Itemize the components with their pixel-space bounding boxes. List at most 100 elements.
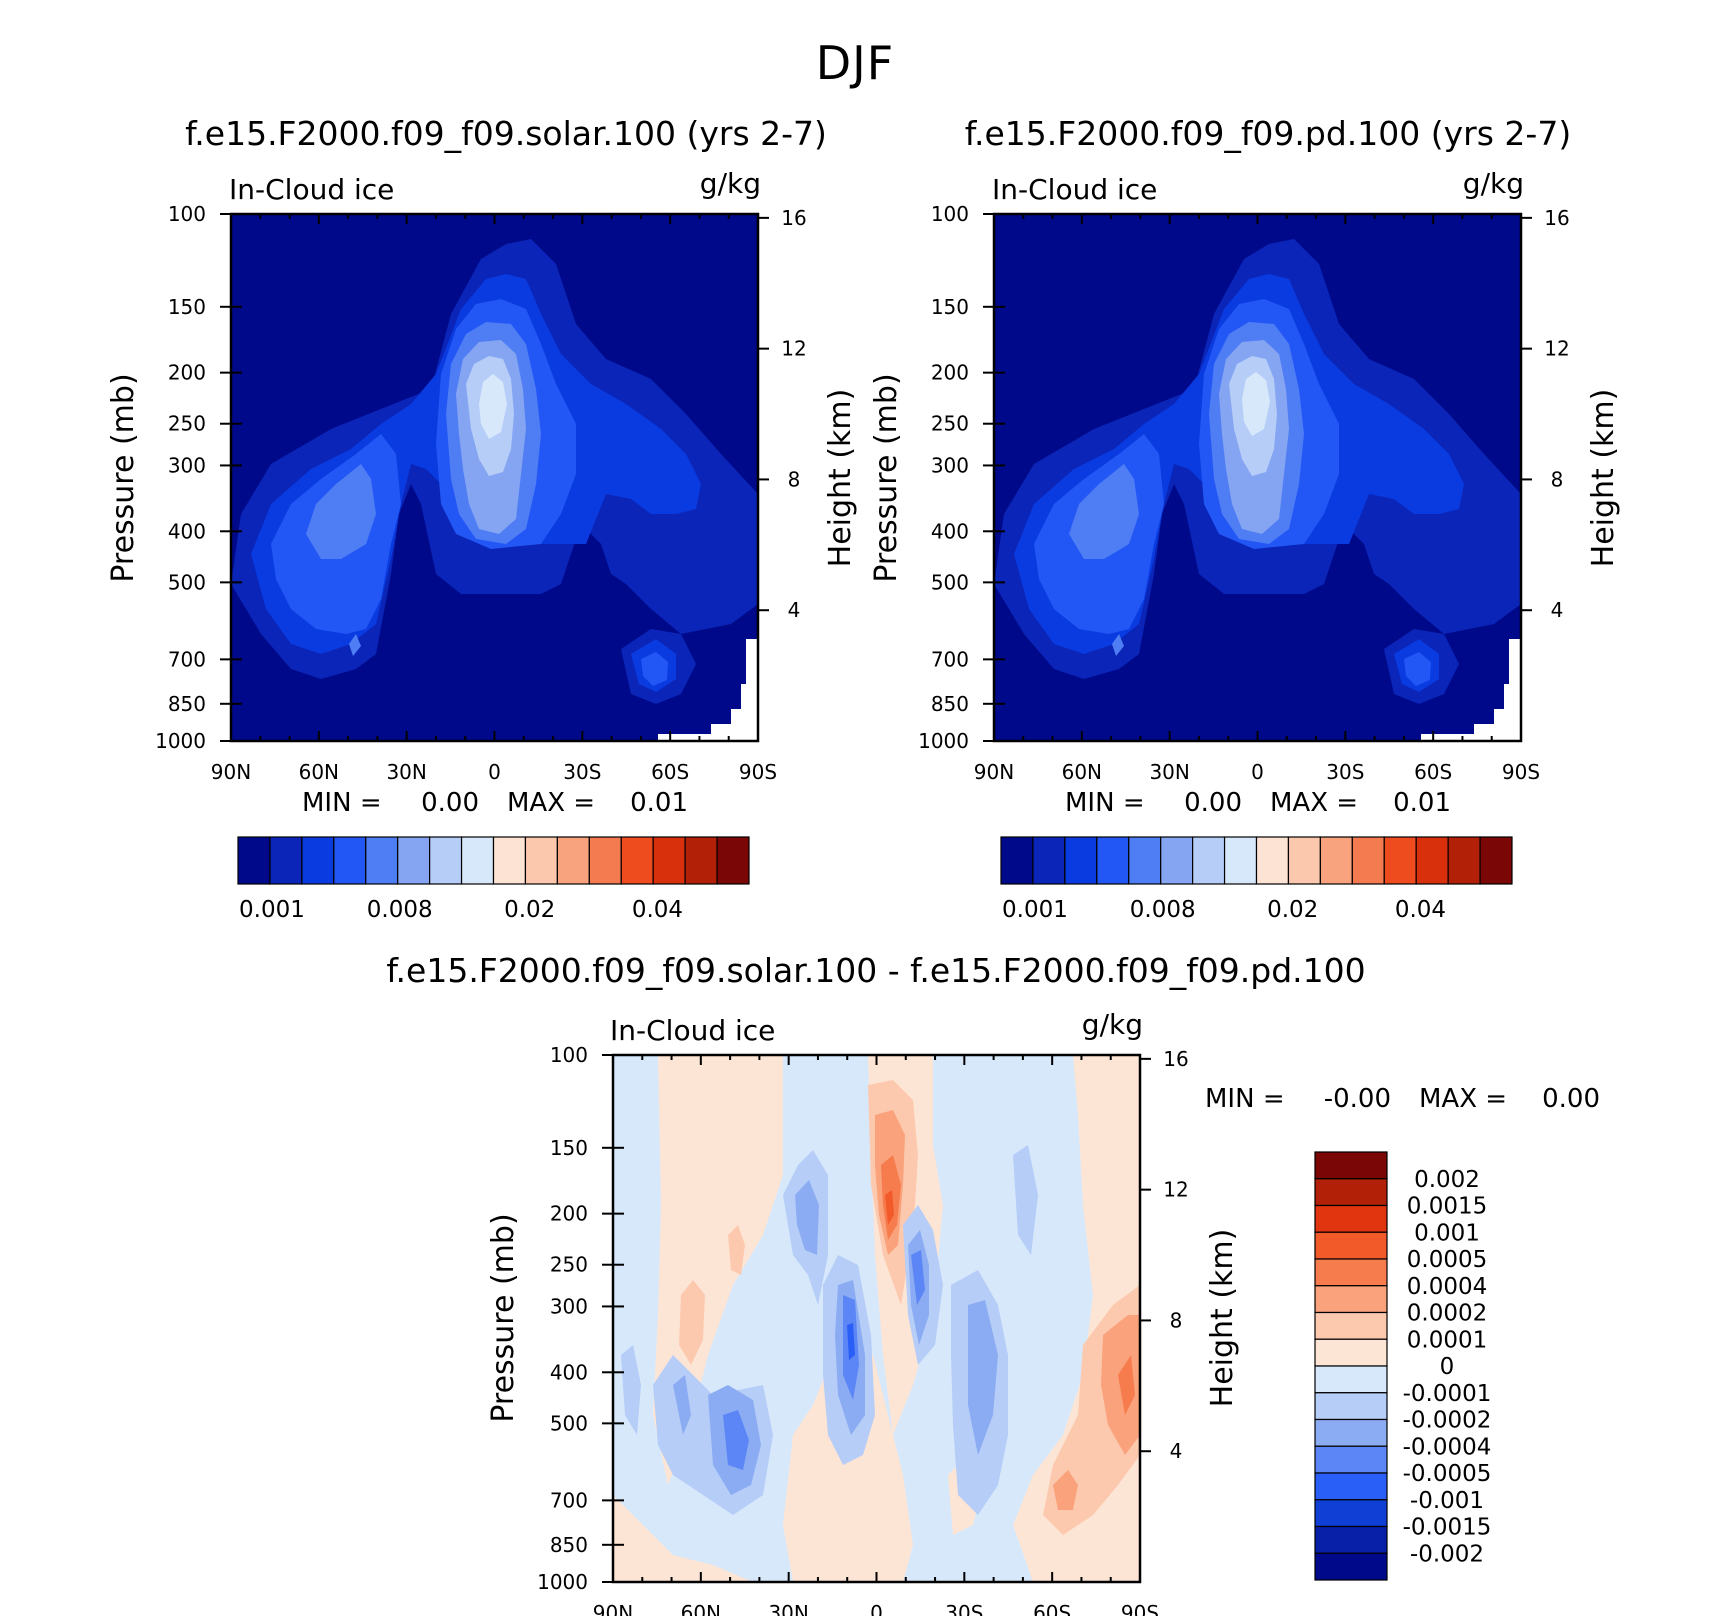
diff-colorbar-label: -0.001 <box>1410 1488 1484 1514</box>
diff-colorbar-label: 0.0001 <box>1407 1327 1487 1353</box>
solar-xtick-label: 30N <box>386 760 426 784</box>
diff-xtick-label: 90N <box>593 1601 633 1616</box>
diff-minmax: MIN = -0.00 MAX = 0.00 <box>1205 1084 1600 1114</box>
solar-colorbar-swatch <box>556 836 590 885</box>
solar-colorbar-label: 0.02 <box>504 897 555 923</box>
diff-y2label: Height (km) <box>1205 1229 1240 1408</box>
pd-xtick-label: 60N <box>1062 760 1102 784</box>
pd-max-label: MAX = <box>1270 788 1358 818</box>
pd-colorbar-label: 0.02 <box>1267 897 1318 923</box>
solar-colorbar-swatch <box>652 836 686 885</box>
diff-colorbar-swatch <box>1314 1311 1388 1340</box>
solar-variable-label: In-Cloud ice <box>229 173 394 206</box>
diff-colorbar-label: 0.0002 <box>1407 1301 1487 1327</box>
pd-ytick-label: 150 <box>931 295 969 319</box>
pd-ytick-label: 100 <box>931 202 969 226</box>
diff-ytick-label: 100 <box>550 1043 588 1067</box>
solar-ytick-label: 850 <box>168 692 206 716</box>
diff-colorbar-swatch <box>1314 1365 1388 1394</box>
pd-colorbar-swatch <box>1447 836 1481 885</box>
diff-panel-title: f.e15.F2000.f09_f09.solar.100 - f.e15.F2… <box>386 951 1365 990</box>
solar-colorbar-swatch <box>237 836 271 885</box>
solar-max-value: 0.01 <box>630 788 688 818</box>
diff-units-label: g/kg <box>1082 1008 1143 1041</box>
pd-variable-label: In-Cloud ice <box>992 173 1157 206</box>
pd-colorbar-swatch <box>1000 836 1034 885</box>
solar-colorbar-swatch <box>269 836 303 885</box>
diff-ytick-label: 300 <box>550 1294 588 1318</box>
solar-y2tick-label: 8 <box>788 467 801 491</box>
pd-colorbar-swatch <box>1064 836 1098 885</box>
diff-colorbar-label: -0.0002 <box>1403 1408 1492 1434</box>
solar-panel-title: f.e15.F2000.f09_f09.solar.100 (yrs 2-7) <box>185 114 827 153</box>
solar-min-label: MIN = <box>302 788 382 818</box>
solar-ytick-label: 300 <box>168 453 206 477</box>
diff-xtick-label: 60S <box>1033 1601 1071 1616</box>
diff-ytick-label: 700 <box>550 1488 588 1512</box>
pd-panel: f.e15.F2000.f09_f09.pd.100 (yrs 2-7) In-… <box>869 114 1621 923</box>
diff-colorbar-swatch <box>1314 1258 1388 1287</box>
solar-ytick-label: 100 <box>168 202 206 226</box>
diff-colorbar-label: -0.002 <box>1410 1541 1484 1567</box>
solar-ytick-label: 1000 <box>155 729 206 753</box>
solar-ytick-label: 500 <box>168 570 206 594</box>
pd-ytick-label: 200 <box>931 361 969 385</box>
diff-ytick-label: 500 <box>550 1411 588 1435</box>
solar-colorbar-swatch <box>684 836 718 885</box>
diff-min-label: MIN = <box>1205 1084 1285 1114</box>
diff-xtick-label: 30S <box>945 1601 983 1616</box>
solar-xtick-label: 30S <box>563 760 601 784</box>
pd-colorbar-swatch <box>1255 836 1290 885</box>
pd-units-label: g/kg <box>1463 167 1524 200</box>
diff-colorbar-swatch <box>1314 1231 1388 1260</box>
pd-colorbar-swatch <box>1128 836 1162 885</box>
diff-colorbar-swatch <box>1314 1472 1388 1501</box>
diff-colorbar-label: 0.0005 <box>1407 1247 1487 1273</box>
pd-max-value: 0.01 <box>1393 788 1451 818</box>
pd-colorbar-swatch <box>1383 836 1417 885</box>
pd-colorbar-swatch <box>1223 836 1258 885</box>
diff-colorbar-swatch <box>1314 1552 1388 1581</box>
pd-ytick-label: 500 <box>931 570 969 594</box>
diff-colorbar-label: 0.0004 <box>1407 1274 1487 1300</box>
solar-colorbar-label: 0.04 <box>632 897 683 923</box>
solar-colorbar-swatch <box>429 836 463 885</box>
solar-colorbar-swatch <box>460 836 495 885</box>
pd-colorbar-swatch <box>1096 836 1130 885</box>
solar-units-label: g/kg <box>700 167 761 200</box>
pd-contour-field <box>994 214 1521 741</box>
solar-ytick-label: 150 <box>168 295 206 319</box>
pd-ytick-label: 400 <box>931 519 969 543</box>
diff-contour-field <box>613 1055 1140 1582</box>
pd-xtick-label: 30S <box>1326 760 1364 784</box>
solar-colorbar-swatch <box>365 836 399 885</box>
diff-ytick-label: 250 <box>550 1253 588 1277</box>
pd-min-value: 0.00 <box>1184 788 1242 818</box>
solar-ytick-label: 250 <box>168 412 206 436</box>
diff-colorbar-label: 0.0015 <box>1407 1194 1487 1220</box>
pd-y2tick-label: 12 <box>1544 337 1569 361</box>
diff-colorbar-label: -0.0005 <box>1403 1461 1492 1487</box>
solar-min-value: 0.00 <box>421 788 479 818</box>
diff-colorbar-label: -0.0004 <box>1403 1434 1492 1460</box>
pd-ytick-label: 300 <box>931 453 969 477</box>
solar-colorbar-swatch <box>620 836 654 885</box>
diff-colorbar-swatch <box>1314 1338 1388 1367</box>
pd-colorbar-label: 0.04 <box>1395 897 1446 923</box>
diff-ytick-label: 400 <box>550 1360 588 1384</box>
pd-colorbar-swatch <box>1160 836 1194 885</box>
pd-xtick-label: 90S <box>1502 760 1540 784</box>
diff-colorbar-swatch <box>1314 1499 1388 1528</box>
diff-xtick-label: 30N <box>768 1601 808 1616</box>
solar-contour-field <box>231 214 758 741</box>
diff-xtick-label: 0 <box>870 1601 883 1616</box>
pd-ytick-label: 850 <box>931 692 969 716</box>
diff-y2tick-label: 8 <box>1170 1308 1183 1332</box>
pd-y2tick-label: 4 <box>1551 598 1564 622</box>
diff-y2tick-label: 4 <box>1170 1439 1183 1463</box>
diff-colorbar-swatch <box>1314 1151 1388 1180</box>
pd-xtick-label: 60S <box>1414 760 1452 784</box>
solar-colorbar-swatch <box>333 836 367 885</box>
pd-minmax: MIN = 0.00 MAX = 0.01 <box>1065 788 1451 818</box>
